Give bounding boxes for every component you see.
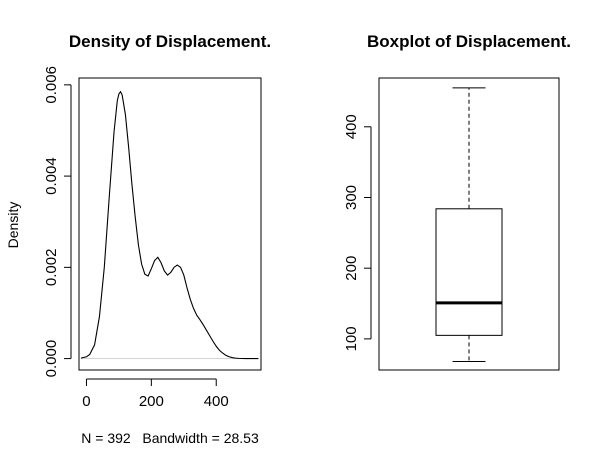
boxplot-y-tick-label: 200 [343, 256, 360, 281]
boxplot-y-axis: 100 200 300 400 [343, 114, 372, 351]
density-x-tick-label: 400 [204, 393, 229, 410]
boxplot-panel: Boxplot of Displacement. 100 200 300 400 [343, 32, 571, 371]
boxplot-marks [435, 87, 503, 363]
density-x-tick-label: 0 [82, 393, 90, 410]
density-y-tick-label: 0.006 [43, 66, 60, 104]
boxplot-y-tick-label: 400 [343, 114, 360, 139]
boxplot-plot-frame [378, 77, 560, 371]
density-x-tick-label: 200 [139, 393, 164, 410]
density-panel: Density of Displacement. 0.000 0.002 0.004… [5, 32, 271, 446]
density-y-tick-label: 0.002 [43, 249, 60, 287]
density-curve [80, 90, 259, 360]
density-y-label: Density [5, 202, 21, 249]
density-x-label: N = 392 Bandwidth = 28.53 [81, 430, 259, 446]
density-y-tick-label: 0.000 [43, 340, 60, 378]
density-plot-frame [78, 77, 262, 371]
density-x-axis: 0 200 400 [82, 378, 229, 410]
boxplot-title: Boxplot of Displacement. [367, 32, 571, 51]
boxplot-y-tick-label: 300 [343, 185, 360, 210]
boxplot-y-tick-label: 100 [343, 326, 360, 351]
density-y-tick-label: 0.004 [43, 157, 60, 195]
boxplot-box [435, 208, 503, 336]
density-title: Density of Displacement. [69, 32, 271, 51]
density-y-axis: 0.000 0.002 0.004 0.006 [43, 66, 72, 378]
